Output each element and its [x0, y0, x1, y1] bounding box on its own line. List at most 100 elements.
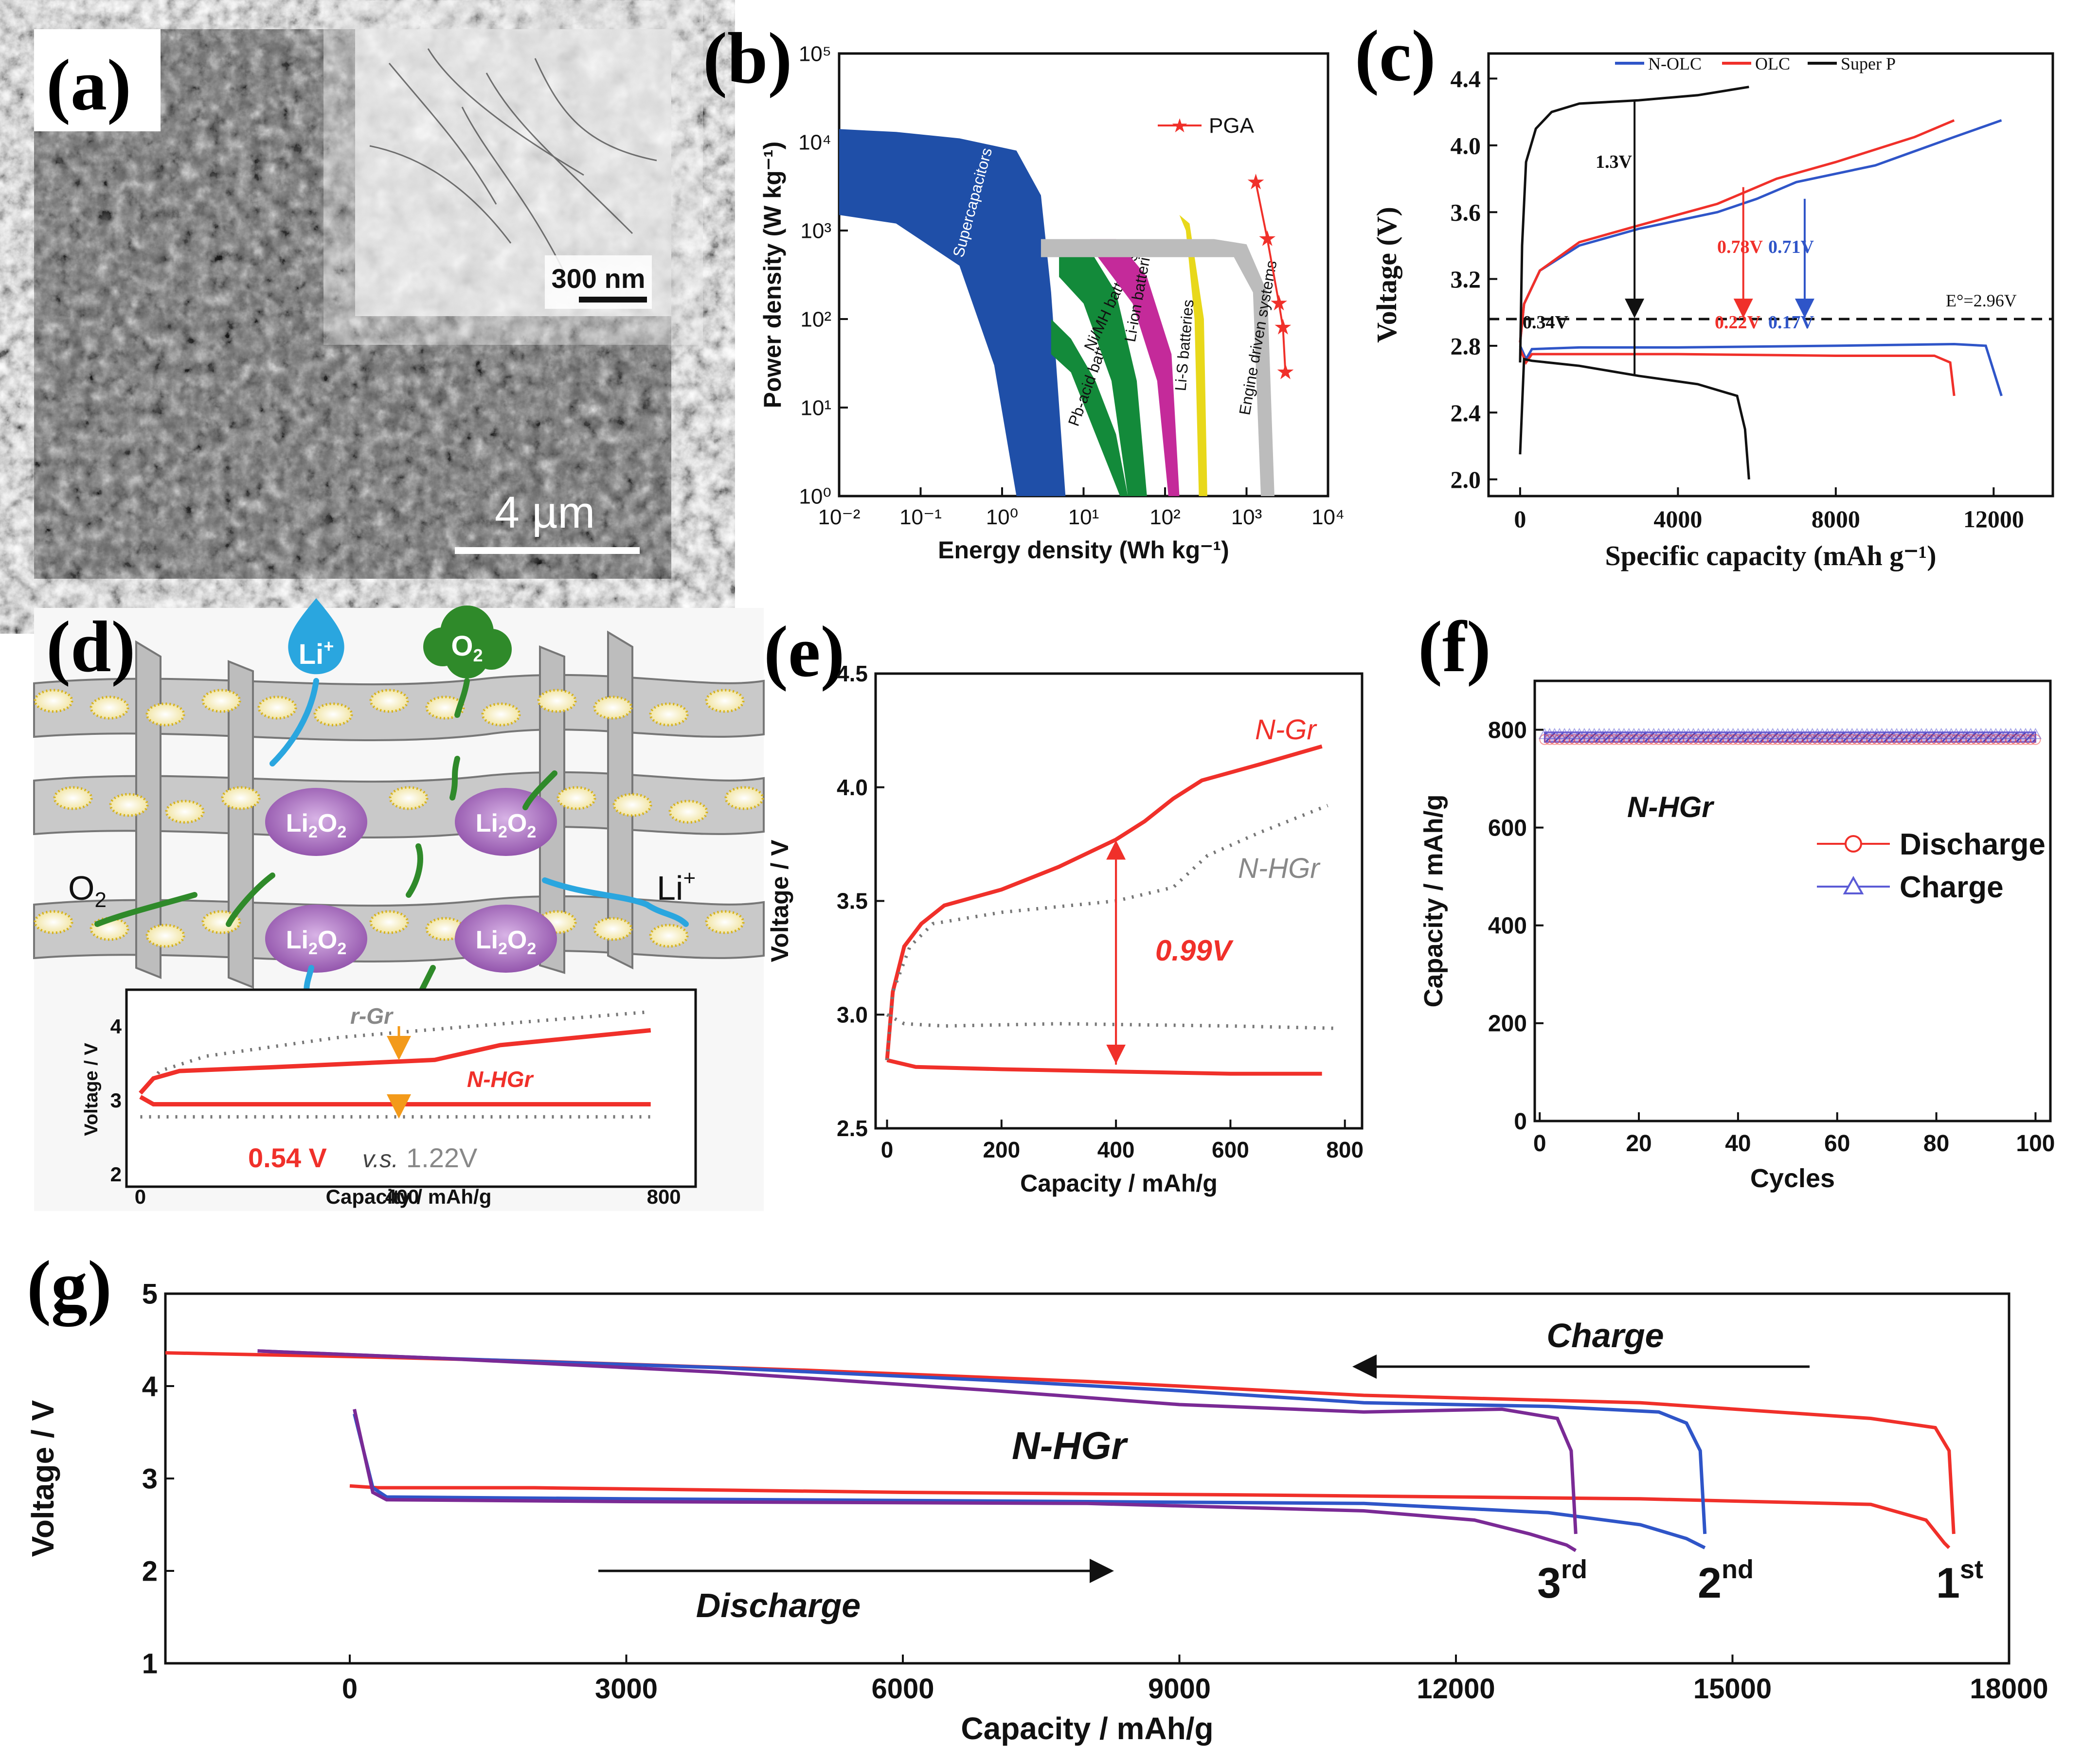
discharge-point: [2025, 734, 2036, 745]
region-li-ion-batteries: [1090, 239, 1180, 497]
x-axis-label: Specific capacity (mAh g⁻¹): [1605, 540, 1936, 571]
y-tick-label: 1: [142, 1648, 158, 1679]
y-tick-label: 10¹: [800, 396, 831, 420]
x-tick-label: 15000: [1693, 1673, 1772, 1705]
svg-text:Li2O2: Li2O2: [476, 809, 537, 841]
equilibrium-label: E°=2.96V: [1946, 291, 2017, 310]
discharge-1st: [349, 1484, 1951, 1549]
gap-label: 1.3V: [1596, 152, 1633, 172]
charge-arrow-label: Charge: [1546, 1317, 1664, 1354]
series-label: N-HGr: [1238, 853, 1321, 884]
discharge-3rd: [353, 1408, 1577, 1552]
x-tick-label: 800: [647, 1185, 681, 1208]
y-axis-label: Voltage (V): [1371, 207, 1402, 343]
y-axis-label: Voltage / V: [25, 1400, 60, 1557]
y-tick-label: 4.0: [1451, 132, 1481, 159]
graphene-pore: [481, 702, 521, 727]
li2o2-particle: [265, 905, 367, 973]
x-tick-label: 400: [385, 1185, 419, 1208]
graphene-pore: [649, 702, 689, 727]
charge-point: [2029, 728, 2042, 739]
gap-label: 0.78V: [1717, 237, 1763, 257]
discharge-N-HGr: [139, 1095, 651, 1106]
x-axis-label: Capacity / mAh/g: [326, 1185, 492, 1208]
y-tick-label: 3.2: [1451, 266, 1481, 293]
gap-vs: v.s.: [362, 1145, 398, 1173]
legend-marker: ★: [1171, 115, 1188, 137]
graphene-pore: [145, 702, 185, 727]
discharge-arrow-label: Discharge: [696, 1586, 861, 1624]
y-axis-label: Power density (W kg⁻¹): [759, 142, 786, 409]
x-tick-label: 9000: [1148, 1673, 1211, 1705]
panel-label-b: (b): [703, 18, 792, 99]
graphene-pore: [705, 689, 745, 713]
inset-scale-label: 300 nm: [552, 263, 646, 294]
discharge-N-HGr: [886, 1013, 1334, 1030]
x-tick-label: 12000: [1963, 505, 2024, 533]
x-tick-label: 100: [2016, 1131, 2055, 1157]
x-tick-label: 400: [1097, 1137, 1135, 1162]
x-tick-label: 10⁴: [1311, 505, 1345, 529]
x-tick-label: 10⁰: [986, 505, 1019, 529]
panel-label-f: (f): [1418, 606, 1491, 687]
charge-N-HGr: [139, 1028, 651, 1095]
x-tick-label: 4000: [1653, 505, 1702, 533]
y-axis-label: Voltage / V: [81, 1043, 102, 1136]
y-tick-label: 0: [1514, 1109, 1527, 1135]
x-tick-label: 60: [1824, 1131, 1850, 1157]
charge-Super P: [1519, 86, 1749, 363]
x-tick-label: 10¹: [1068, 505, 1099, 529]
series-label: r-Gr: [350, 1003, 394, 1029]
panel-label-d: (d): [46, 606, 135, 687]
x-tick-label: 800: [1326, 1137, 1364, 1162]
charge-2nd: [257, 1349, 1707, 1534]
gap-label: 0.34V: [1523, 312, 1569, 333]
x-tick-label: 0: [881, 1137, 894, 1162]
discharge-N-OLC: [1519, 342, 2003, 396]
svg-text:O2: O2: [451, 630, 483, 665]
discharge-OLC: [1519, 348, 1956, 396]
graphene-pore: [649, 924, 689, 948]
graphene-pore: [612, 793, 652, 817]
li2o2-particle: [455, 905, 557, 973]
graphene-pore: [145, 924, 185, 948]
graphene-pore: [109, 793, 149, 817]
panel-label-e: (e): [764, 611, 844, 692]
y-tick-label: 5: [142, 1278, 158, 1310]
region-label: Li-S batteries: [1171, 299, 1197, 392]
legend-marker: [1845, 835, 1862, 853]
graphene-pore: [369, 689, 409, 713]
panel-d: Li2O2 Li2O2 Li2O2 Li2O2 Li+ O2 O2 Li: [33, 598, 765, 1211]
charge-OLC: [1519, 119, 1955, 343]
panel-label-c: (c): [1355, 16, 1436, 96]
legend-label: PGA: [1209, 114, 1255, 138]
tem-nanosheets: [369, 48, 657, 273]
pga-marker: ★: [1246, 170, 1265, 194]
discharge-Super P: [1519, 357, 1750, 480]
x-tick-label: 10²: [1149, 505, 1181, 529]
cycle-label: 3rd: [1537, 1555, 1587, 1607]
li-label: Li+: [657, 866, 696, 907]
legend-label: N-OLC: [1648, 54, 1702, 73]
x-axis-label: Cycles: [1750, 1164, 1835, 1193]
y-tick-label: 3: [110, 1089, 122, 1112]
main-scale-label: 4 µm: [495, 488, 595, 537]
x-tick-label: 10⁻²: [818, 505, 861, 529]
discharge-N-Gr: [886, 1058, 1322, 1076]
legend-label: OLC: [1755, 54, 1790, 73]
x-tick-label: 0: [135, 1185, 146, 1208]
graphene-pore: [593, 695, 633, 720]
x-tick-label: 40: [1725, 1131, 1751, 1157]
graphene-pore: [537, 689, 577, 713]
graphene-pore: [556, 786, 596, 810]
series-label: N-HGr: [467, 1067, 534, 1092]
y-tick-label: 600: [1488, 815, 1527, 841]
graphene-pore: [668, 800, 708, 824]
legend-label: Charge: [1900, 871, 2004, 904]
x-tick-label: 20: [1626, 1131, 1651, 1157]
pga-marker: ★: [1276, 360, 1295, 384]
x-tick-label: 6000: [871, 1673, 934, 1705]
pga-line: [1255, 182, 1287, 373]
y-tick-label: 10⁰: [799, 484, 831, 508]
y-tick-label: 2: [142, 1555, 158, 1587]
